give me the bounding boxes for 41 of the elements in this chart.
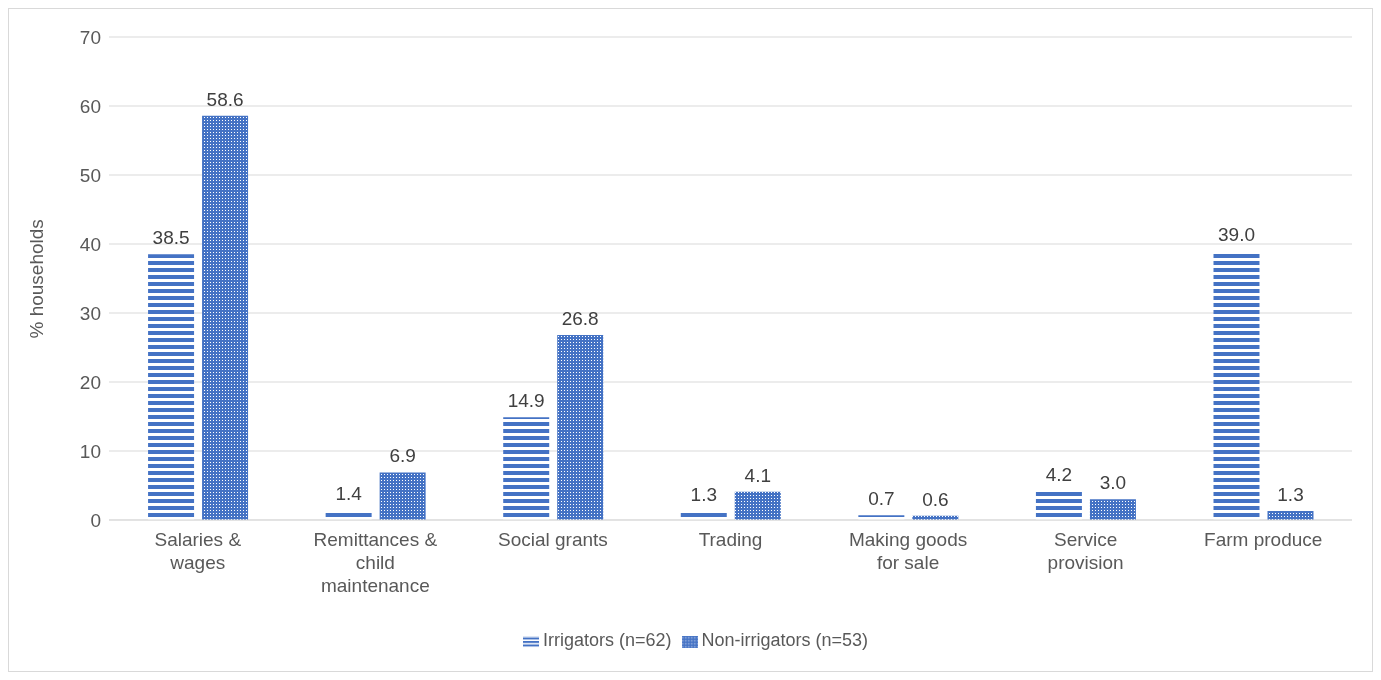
data-label: 38.5 <box>152 227 190 249</box>
data-label: 3.0 <box>1099 472 1127 494</box>
bar <box>557 335 604 520</box>
data-label: 1.3 <box>690 484 717 506</box>
x-tick-label: Remittances & child maintenance <box>313 529 438 596</box>
y-tick-label: 20 <box>79 371 101 393</box>
bar <box>503 417 550 520</box>
data-label: 4.2 <box>1045 464 1073 486</box>
bar <box>1035 491 1082 520</box>
x-tick-label: Salaries & wages <box>154 529 242 573</box>
data-label: 39.0 <box>1218 223 1255 245</box>
legend-label: Irrigators (n=62) <box>542 630 672 650</box>
x-tick-label: Trading <box>698 529 763 550</box>
legend-label: Non-irrigators (n=53) <box>701 630 869 650</box>
bar <box>379 472 426 520</box>
y-tick-label: 10 <box>79 440 101 462</box>
x-tick-label: Making goods for sale <box>848 529 968 573</box>
bar <box>202 115 249 520</box>
x-tick-label: Social grants <box>498 529 608 550</box>
data-label: 6.9 <box>389 445 416 467</box>
y-tick-label: 60 <box>79 95 101 117</box>
bar <box>325 510 372 520</box>
y-tick-label: 0 <box>90 509 101 531</box>
y-tick-label: 70 <box>79 26 101 48</box>
data-label: 4.1 <box>744 464 771 486</box>
data-label: 58.6 <box>206 88 244 110</box>
data-label: 0.6 <box>922 488 949 510</box>
data-label: 1.4 <box>335 483 363 505</box>
y-tick-label: 50 <box>79 164 101 186</box>
data-label: 0.7 <box>868 488 895 510</box>
y-tick-label: 40 <box>79 233 101 255</box>
bar <box>1089 499 1136 520</box>
y-tick-label: 30 <box>79 302 101 324</box>
y-axis-title: % households <box>25 219 47 339</box>
x-tick-label: Service provision <box>1047 529 1124 573</box>
bar <box>148 254 195 520</box>
bar <box>734 491 781 520</box>
data-label: 14.9 <box>507 390 545 412</box>
x-tick-label: Farm produce <box>1204 529 1323 550</box>
data-label: 26.8 <box>561 308 599 330</box>
data-label: 1.3 <box>1277 484 1304 506</box>
